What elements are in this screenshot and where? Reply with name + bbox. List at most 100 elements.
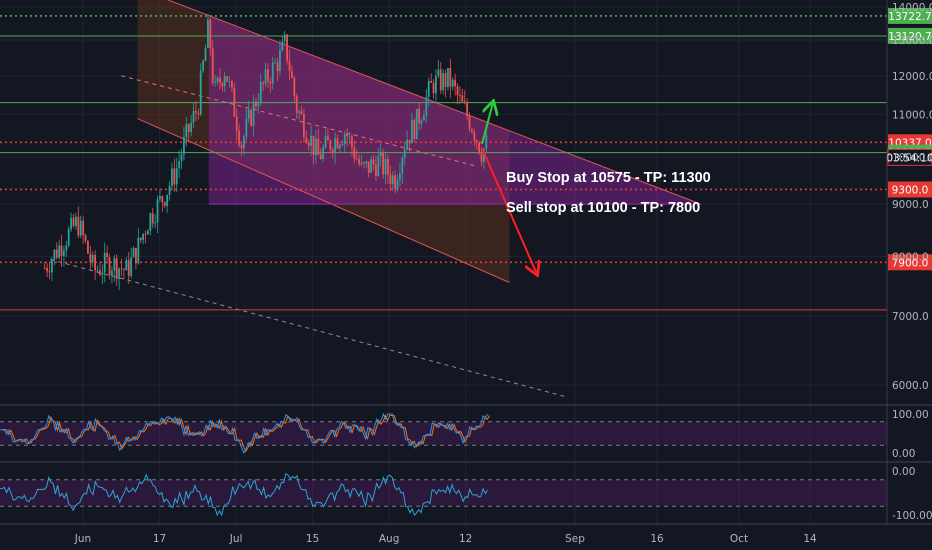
candle[interactable] (447, 67, 449, 91)
candle[interactable] (413, 117, 416, 143)
candle[interactable] (449, 58, 452, 98)
candle[interactable] (159, 189, 161, 203)
channel-midline[interactable] (121, 75, 477, 167)
candle[interactable] (389, 165, 392, 191)
candle[interactable] (437, 59, 440, 79)
candle[interactable] (156, 195, 159, 233)
candle[interactable] (331, 146, 334, 159)
candle[interactable] (127, 252, 130, 284)
candle[interactable] (310, 125, 313, 156)
candle[interactable] (317, 128, 320, 156)
candle[interactable] (406, 130, 409, 151)
candle[interactable] (355, 149, 358, 161)
candle[interactable] (399, 162, 401, 187)
candle[interactable] (427, 77, 430, 107)
candle[interactable] (274, 58, 277, 64)
candle[interactable] (70, 212, 73, 232)
candle[interactable] (53, 248, 56, 266)
candle[interactable] (243, 134, 245, 156)
candle[interactable] (96, 265, 99, 274)
candle[interactable] (353, 140, 356, 164)
candle[interactable] (63, 245, 65, 267)
candle[interactable] (375, 155, 377, 181)
candle[interactable] (250, 107, 253, 128)
candle[interactable] (367, 161, 370, 178)
candle[interactable] (343, 130, 346, 154)
candle[interactable] (252, 94, 255, 137)
candle[interactable] (396, 174, 399, 192)
candle[interactable] (223, 71, 226, 92)
candle[interactable] (185, 117, 188, 147)
candle[interactable] (67, 226, 70, 248)
candle[interactable] (132, 246, 135, 258)
candle[interactable] (259, 74, 262, 107)
candle[interactable] (211, 40, 214, 87)
candle[interactable] (228, 75, 231, 88)
candle[interactable] (60, 235, 63, 267)
annotation-0[interactable]: Buy Stop at 10575 - TP: 11300 (506, 170, 711, 186)
candle[interactable] (473, 128, 476, 146)
candle[interactable] (168, 181, 171, 201)
candle[interactable] (420, 117, 423, 129)
candle[interactable] (264, 62, 267, 88)
candle[interactable] (454, 73, 457, 96)
candle[interactable] (456, 83, 459, 105)
candle[interactable] (471, 127, 473, 134)
candle[interactable] (139, 237, 142, 244)
candle[interactable] (195, 101, 197, 121)
candle[interactable] (154, 214, 157, 229)
candle[interactable] (255, 97, 257, 111)
candle[interactable] (137, 228, 140, 265)
candle[interactable] (149, 212, 152, 236)
candle[interactable] (175, 158, 178, 192)
candle[interactable] (466, 98, 469, 121)
candle[interactable] (348, 132, 351, 145)
candle[interactable] (214, 75, 217, 88)
candle[interactable] (125, 257, 128, 271)
candle[interactable] (58, 240, 61, 260)
candle[interactable] (199, 63, 202, 117)
buy-arrow[interactable] (481, 103, 493, 145)
candle[interactable] (183, 126, 185, 161)
candle[interactable] (360, 154, 363, 167)
candle[interactable] (319, 148, 322, 160)
candle[interactable] (384, 151, 387, 185)
candle[interactable] (322, 143, 325, 163)
candle[interactable] (391, 171, 394, 192)
candle[interactable] (336, 134, 339, 150)
candle[interactable] (403, 141, 406, 165)
oscillator-panel-2[interactable]: 0.00 -100.00 (0, 466, 932, 522)
candle[interactable] (171, 162, 173, 191)
candle[interactable] (418, 102, 421, 131)
channel-lower-line[interactable] (137, 118, 510, 283)
candle[interactable] (307, 139, 310, 151)
candle[interactable] (202, 59, 205, 73)
candle[interactable] (84, 233, 87, 244)
candle[interactable] (51, 256, 53, 282)
candle[interactable] (130, 247, 133, 279)
candle[interactable] (233, 83, 236, 118)
candle[interactable] (432, 79, 435, 99)
candle[interactable] (478, 141, 481, 155)
candle[interactable] (207, 14, 209, 49)
candle[interactable] (87, 239, 89, 255)
candle[interactable] (411, 112, 413, 144)
candle[interactable] (163, 201, 166, 209)
candle[interactable] (75, 212, 77, 230)
candle[interactable] (379, 143, 382, 167)
candle[interactable] (401, 155, 404, 185)
candle[interactable] (394, 170, 397, 194)
candle[interactable] (221, 81, 224, 92)
candle[interactable] (115, 254, 118, 286)
candle[interactable] (216, 75, 219, 86)
candle[interactable] (341, 140, 344, 147)
candle[interactable] (245, 108, 248, 141)
candle[interactable] (190, 115, 193, 137)
candle[interactable] (46, 263, 49, 277)
candle[interactable] (135, 247, 137, 270)
candle[interactable] (305, 130, 308, 144)
candle[interactable] (430, 73, 433, 84)
candle[interactable] (204, 44, 207, 62)
candle[interactable] (271, 56, 274, 90)
trend-line[interactable] (50, 258, 565, 397)
